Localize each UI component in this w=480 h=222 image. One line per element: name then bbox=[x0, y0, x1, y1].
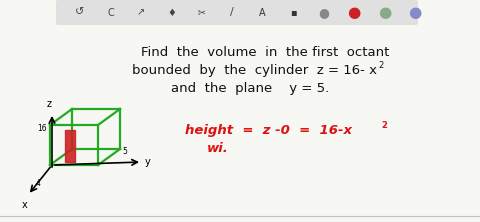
Text: Find  the  volume  in  the first  octant: Find the volume in the first octant bbox=[141, 46, 389, 59]
Text: ●: ● bbox=[408, 5, 421, 20]
Text: y: y bbox=[145, 157, 151, 167]
Text: 4: 4 bbox=[36, 178, 40, 188]
Text: height  =  z -0  =  16-x: height = z -0 = 16-x bbox=[185, 123, 352, 137]
Text: 2: 2 bbox=[378, 61, 383, 69]
Text: wi.: wi. bbox=[207, 141, 229, 155]
Text: C: C bbox=[107, 8, 114, 18]
Text: ↗: ↗ bbox=[137, 8, 145, 18]
FancyBboxPatch shape bbox=[56, 0, 418, 25]
Text: ●: ● bbox=[348, 5, 360, 20]
Polygon shape bbox=[65, 130, 75, 162]
Text: ●: ● bbox=[318, 6, 329, 19]
Text: 2: 2 bbox=[381, 121, 387, 129]
Text: ▪: ▪ bbox=[290, 8, 297, 18]
Text: A: A bbox=[259, 8, 266, 18]
Text: ♦: ♦ bbox=[167, 8, 176, 18]
Text: x: x bbox=[22, 200, 28, 210]
Text: ✂: ✂ bbox=[198, 8, 206, 18]
Text: 5: 5 bbox=[122, 147, 127, 156]
Text: z: z bbox=[47, 99, 51, 109]
Text: ●: ● bbox=[378, 5, 391, 20]
Text: ↺: ↺ bbox=[75, 8, 84, 18]
Text: bounded  by  the  cylinder  z = 16- x: bounded by the cylinder z = 16- x bbox=[132, 63, 377, 77]
Text: /: / bbox=[230, 8, 234, 18]
Text: 16: 16 bbox=[37, 123, 47, 133]
Text: and  the  plane    y = 5.: and the plane y = 5. bbox=[171, 81, 329, 95]
